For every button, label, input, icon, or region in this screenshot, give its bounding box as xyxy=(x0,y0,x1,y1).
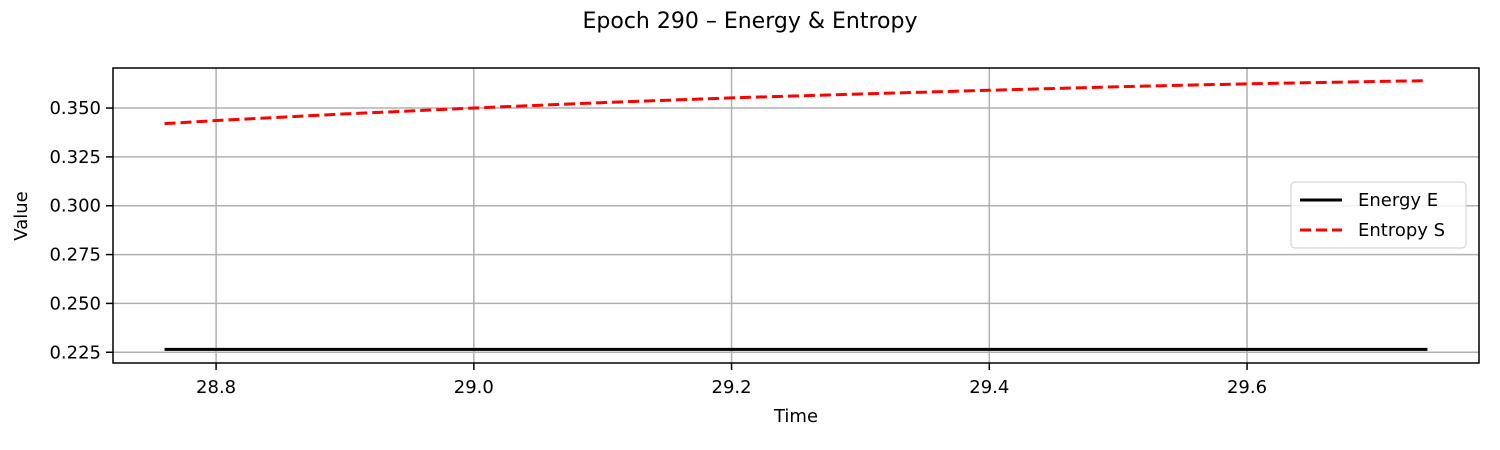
x-tick-label: 29.6 xyxy=(1227,377,1267,398)
series-line-entropy-s xyxy=(164,79,1428,126)
y-tick-label: 0.250 xyxy=(49,293,101,314)
x-tick-label: 29.4 xyxy=(969,377,1009,398)
axis-ticks: 28.8 29.0 29.2 29.4 29.6 0.225 0.250 0.275 0.300… xyxy=(49,98,1267,398)
y-tick-label: 0.325 xyxy=(49,147,101,168)
y-axis-title: Value xyxy=(11,191,32,240)
x-tick-label: 29.2 xyxy=(712,377,752,398)
grid xyxy=(113,68,1479,363)
legend: Energy E Entropy S xyxy=(1290,181,1467,249)
y-tick-label: 0.350 xyxy=(49,98,101,119)
x-tick-label: 29.0 xyxy=(454,377,494,398)
y-tick-label: 0.275 xyxy=(49,245,101,266)
legend-label-entropy: Entropy S xyxy=(1358,220,1445,241)
plot-series xyxy=(164,79,1428,351)
y-tick-label: 0.225 xyxy=(49,342,101,363)
x-axis-title: Time xyxy=(773,406,818,427)
y-tick-label: 0.300 xyxy=(49,196,101,217)
x-tick-label: 28.8 xyxy=(196,377,236,398)
plot-frame xyxy=(112,67,1480,364)
legend-label-energy: Energy E xyxy=(1358,190,1438,211)
chart-title: Epoch 290 – Energy & Entropy xyxy=(583,9,918,34)
